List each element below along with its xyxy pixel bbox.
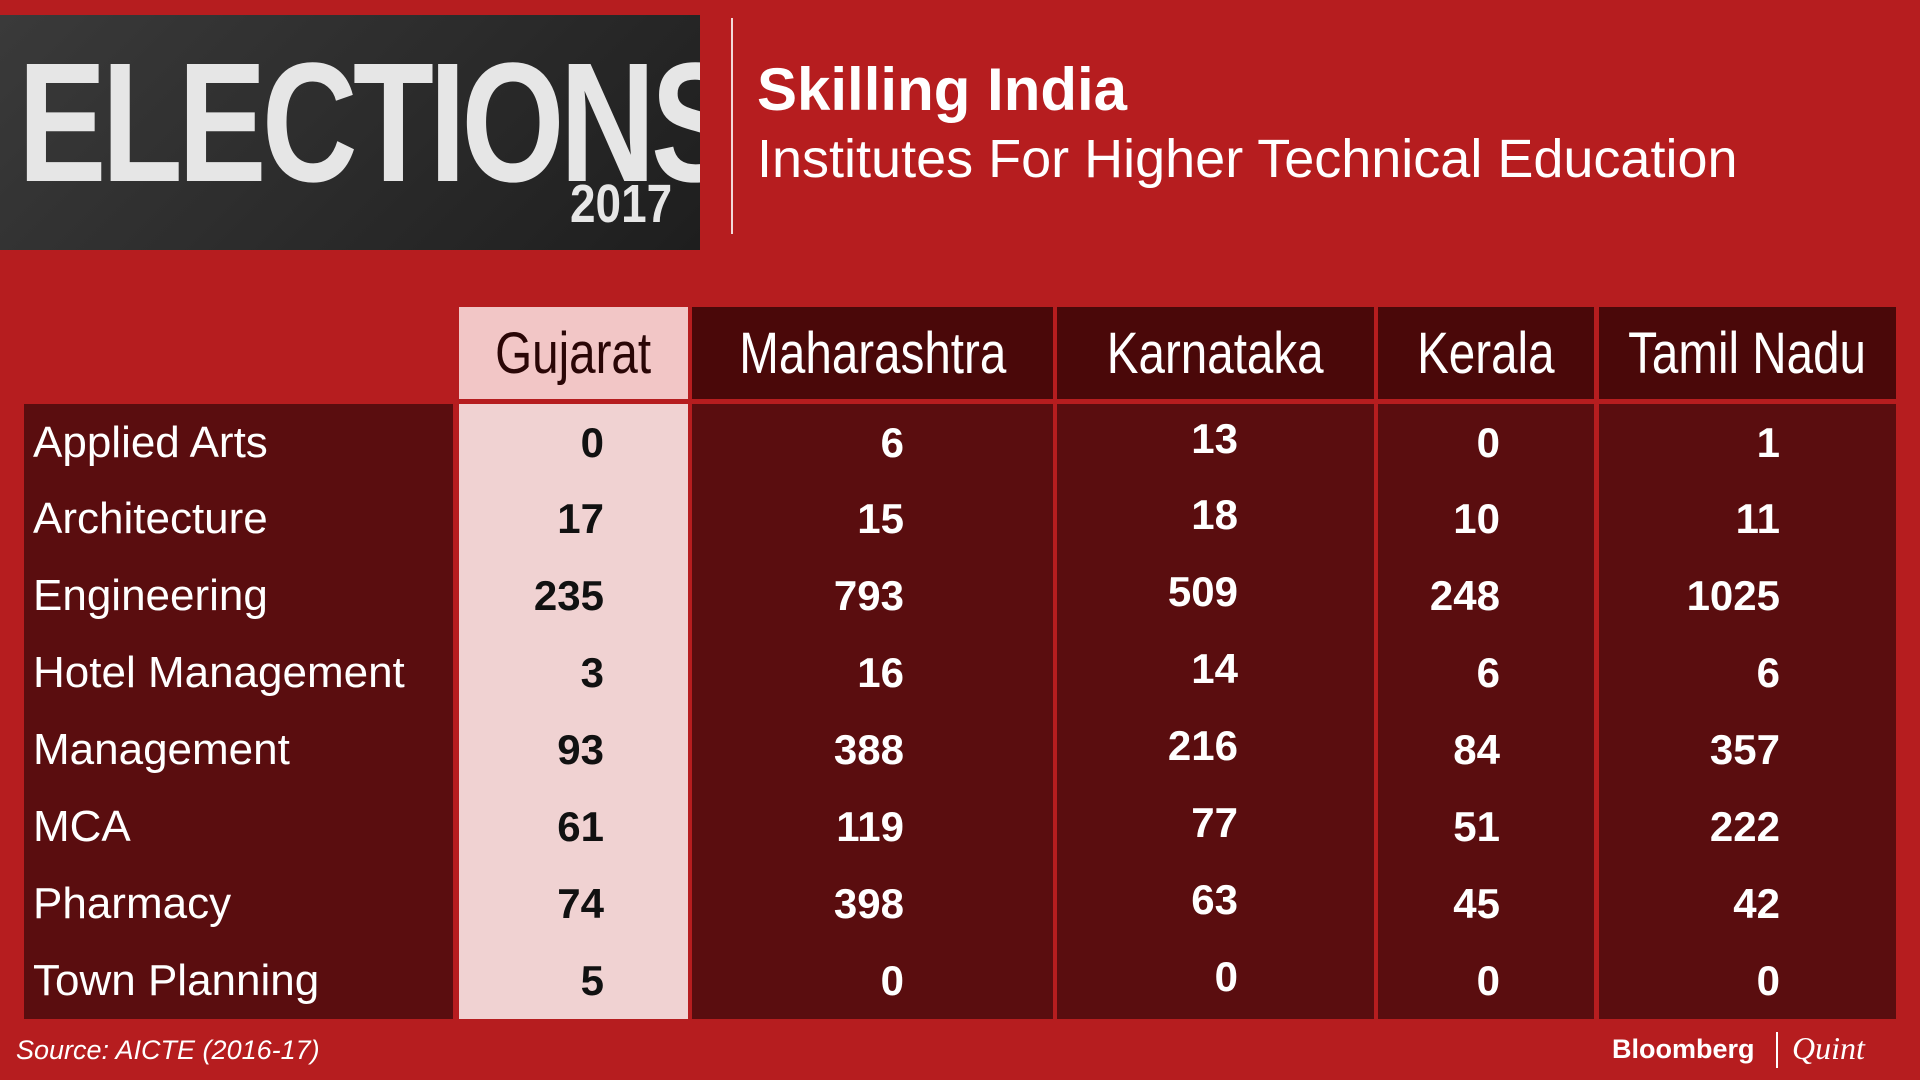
- cell-value: 18: [1191, 491, 1238, 539]
- cell-value: 51: [1453, 803, 1500, 850]
- row-label: MCA: [33, 802, 131, 851]
- cell-value: 0: [1756, 956, 1780, 1004]
- cell-value: 16: [857, 649, 904, 697]
- cell-value: 42: [1733, 879, 1780, 927]
- data-column: [1378, 404, 1594, 1019]
- subtitle: Institutes For Higher Technical Educatio…: [757, 129, 1738, 189]
- cell-value: 45: [1453, 879, 1500, 927]
- cell-value: 5: [580, 956, 604, 1004]
- logo-word: ELECTIONS: [18, 28, 700, 218]
- divider: [731, 18, 733, 234]
- cell-value: 0: [880, 956, 904, 1004]
- logo: ELECTIONS 2017: [0, 15, 700, 250]
- logo-year: 2017: [569, 174, 672, 234]
- title: Skilling India: [757, 56, 1128, 123]
- cell-value: 216: [1167, 722, 1238, 770]
- cell-value: 10: [1453, 495, 1500, 543]
- cell-value: 93: [557, 726, 604, 774]
- cell-value: 0: [1214, 952, 1238, 1000]
- cell-value: 509: [1167, 568, 1238, 616]
- cell-value: 61: [557, 803, 604, 850]
- cell-value: 14: [1191, 645, 1238, 693]
- brand: Bloomberg: [1612, 1034, 1755, 1064]
- row-label: Architecture: [33, 494, 268, 544]
- cell-value: 793: [833, 572, 904, 620]
- cell-value: 17: [557, 495, 604, 543]
- label-column: [24, 404, 453, 1019]
- row-label: Management: [33, 725, 290, 775]
- cell-value: 6: [1476, 649, 1500, 697]
- cell-value: 0: [580, 418, 604, 466]
- column-header: Kerala: [1378, 307, 1594, 399]
- column-header-text: Kerala: [1417, 320, 1555, 386]
- cell-value: 235: [533, 572, 604, 620]
- cell-value: 1025: [1686, 572, 1780, 620]
- cell-value: 398: [833, 879, 904, 927]
- cell-value: 11: [1735, 495, 1780, 543]
- column-header-text: Gujarat: [495, 320, 652, 386]
- row-label: Town Planning: [33, 955, 320, 1005]
- row-label: Engineering: [33, 571, 268, 621]
- cell-value: 74: [557, 879, 604, 927]
- data-column: [1599, 404, 1896, 1019]
- cell-value: 119: [836, 803, 904, 850]
- cell-value: 248: [1429, 572, 1500, 620]
- cell-value: 6: [1756, 649, 1780, 697]
- cell-value: 388: [833, 726, 904, 774]
- data-column: [1057, 404, 1374, 1019]
- row-label: Hotel Management: [33, 648, 405, 698]
- column-header: Gujarat: [459, 307, 688, 399]
- row-label: Applied Arts: [33, 417, 268, 467]
- data-column: [459, 404, 688, 1019]
- cell-value: 63: [1191, 875, 1238, 923]
- cell-value: 357: [1709, 726, 1780, 774]
- cell-value: 3: [580, 649, 604, 697]
- column-header: Karnataka: [1057, 307, 1374, 399]
- column-header-text: Karnataka: [1107, 320, 1324, 386]
- cell-value: 13: [1191, 414, 1238, 462]
- cell-value: 1: [1756, 418, 1780, 466]
- brand-separator: [1776, 1032, 1778, 1068]
- column-header: Tamil Nadu: [1599, 307, 1896, 399]
- column-header-text: Tamil Nadu: [1628, 320, 1867, 386]
- cell-value: 222: [1709, 803, 1780, 850]
- source: Source: AICTE (2016-17): [16, 1035, 320, 1065]
- cell-value: 77: [1191, 799, 1238, 846]
- cell-value: 84: [1453, 726, 1500, 774]
- cell-value: 15: [857, 495, 904, 543]
- column-header-text: Maharashtra: [738, 320, 1006, 386]
- cell-value: 0: [1476, 418, 1500, 466]
- cell-value: 0: [1476, 956, 1500, 1004]
- cell-value: 6: [880, 418, 904, 466]
- row-label: Pharmacy: [33, 878, 232, 928]
- column-header: Maharashtra: [692, 307, 1053, 399]
- brand: Quint: [1792, 1030, 1865, 1066]
- data-column: [692, 404, 1053, 1019]
